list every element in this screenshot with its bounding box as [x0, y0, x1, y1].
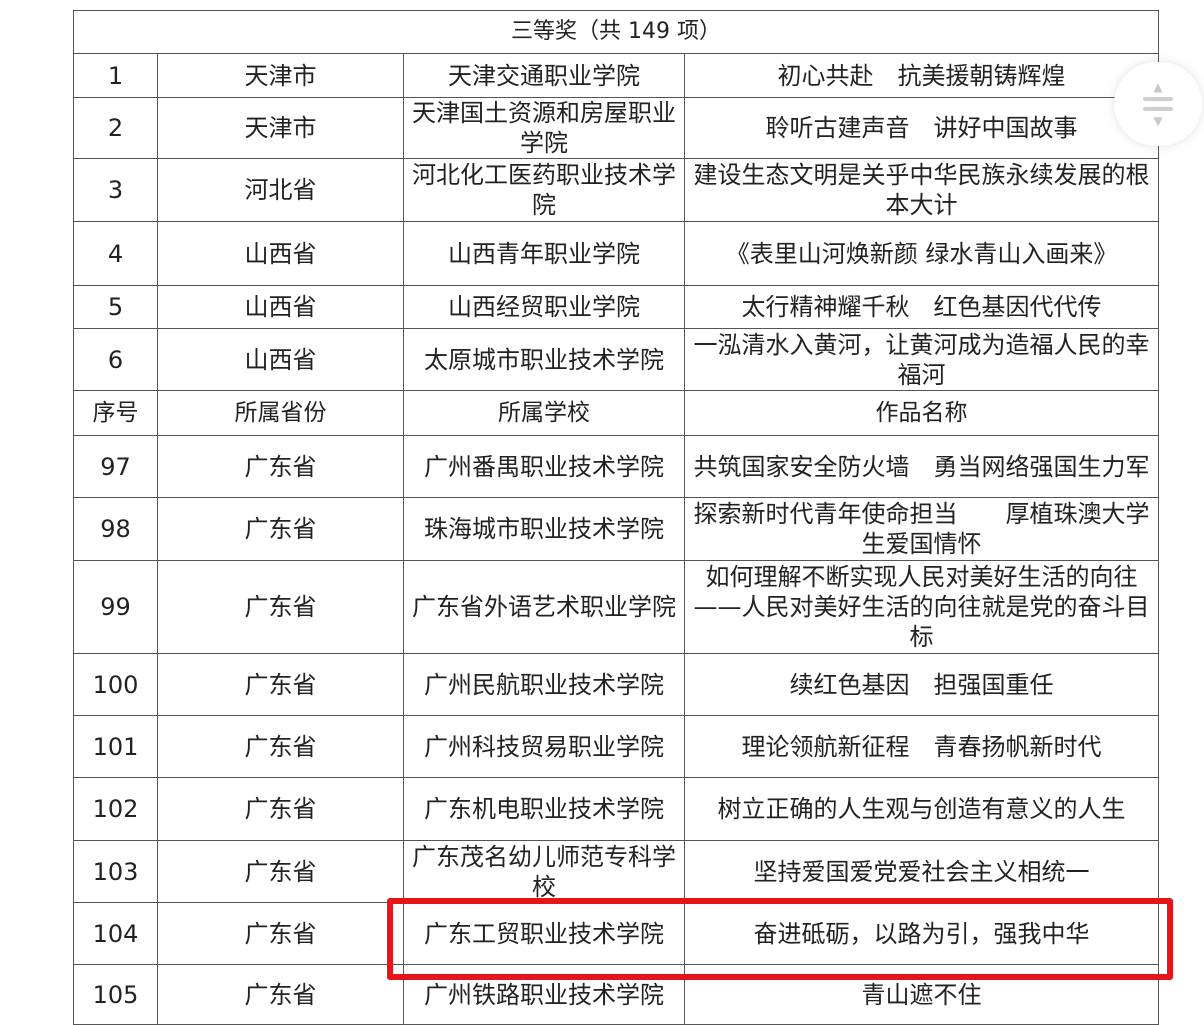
table-row: 100 广东省 广州民航职业技术学院 续红色基因 担强国重任 [73, 653, 1160, 716]
cell-no: 99 [73, 560, 158, 654]
cell-work: 《表里山河焕新颜 绿水青山入画来》 [683, 221, 1160, 286]
cell-work: 太行精神耀千秋 红色基因代代传 [683, 285, 1160, 329]
table-row: 97 广东省 广州番禺职业技术学院 共筑国家安全防火墙 勇当网络强国生力军 [73, 435, 1160, 498]
cell-school: 太原城市职业技术学院 [403, 328, 685, 391]
cell-school: 天津交通职业学院 [403, 53, 685, 98]
table-row: 98 广东省 珠海城市职业技术学院 探索新时代青年使命担当 厚植珠澳大学生爱国情怀 [73, 497, 1160, 561]
cell-school: 广州科技贸易职业学院 [403, 715, 685, 778]
arrow-up-icon: ▲ [1153, 80, 1163, 94]
table-row: 3 河北省 河北化工医药职业技术学院 建设生态文明是关乎中华民族永续发展的根本大计 [73, 158, 1160, 222]
cell-work: 建设生态文明是关乎中华民族永续发展的根本大计 [683, 158, 1160, 222]
table-row: 103 广东省 广东茂名幼儿师范专科学校 坚持爱国爱党爱社会主义相统一 [73, 840, 1160, 903]
cell-no: 100 [73, 653, 158, 716]
cell-work: 探索新时代青年使命担当 厚植珠澳大学生爱国情怀 [683, 497, 1160, 561]
cell-province: 山西省 [157, 221, 404, 286]
cell-work: 树立正确的人生观与创造有意义的人生 [683, 777, 1160, 841]
table-title: 三等奖（共 149 项） [72, 10, 1160, 54]
cell-province: 广东省 [157, 902, 404, 965]
cell-province: 广东省 [157, 964, 404, 1025]
cell-no: 105 [73, 964, 158, 1025]
cell-school: 山西青年职业学院 [403, 221, 685, 286]
scroll-handle-icon [1143, 107, 1173, 111]
cell-province: 广东省 [157, 840, 404, 903]
cell-province: 山西省 [157, 285, 404, 329]
cell-province: 山西省 [157, 328, 404, 391]
cell-no: 103 [73, 840, 158, 903]
scroll-button[interactable]: ▲ ▼ [1114, 62, 1202, 146]
cell-province: 河北省 [157, 158, 404, 222]
cell-no: 序号 [73, 390, 158, 436]
cell-school: 珠海城市职业技术学院 [403, 497, 685, 561]
table-row: 99 广东省 广东省外语艺术职业学院 如何理解不断实现人民对美好生活的向往——人民对美… [73, 560, 1160, 654]
cell-school: 广州铁路职业技术学院 [403, 964, 685, 1025]
cell-no: 102 [73, 777, 158, 841]
table-row: 102 广东省 广东机电职业技术学院 树立正确的人生观与创造有意义的人生 [73, 777, 1160, 841]
cell-no: 1 [73, 53, 158, 98]
table-title-row: 三等奖（共 149 项） [72, 10, 1160, 54]
cell-no: 3 [73, 158, 158, 222]
cell-school: 广州番禺职业技术学院 [403, 435, 685, 498]
cell-no: 6 [73, 328, 158, 391]
cell-work: 一泓清水入黄河，让黄河成为造福人民的幸福河 [683, 328, 1160, 391]
cell-school: 广东工贸职业技术学院 [403, 902, 685, 965]
cell-work: 聆听古建声音 讲好中国故事 [683, 97, 1160, 159]
cell-no: 101 [73, 715, 158, 778]
table-row: 105 广东省 广州铁路职业技术学院 青山遮不住 [73, 964, 1160, 1025]
cell-work: 如何理解不断实现人民对美好生活的向往——人民对美好生活的向往就是党的奋斗目标 [683, 560, 1160, 654]
table-row: 6 山西省 太原城市职业技术学院 一泓清水入黄河，让黄河成为造福人民的幸福河 [73, 328, 1160, 391]
cell-work: 初心共赴 抗美援朝铸辉煌 [683, 53, 1160, 98]
table-row: 2 天津市 天津国土资源和房屋职业学院 聆听古建声音 讲好中国故事 [73, 97, 1160, 159]
table-row: 1 天津市 天津交通职业学院 初心共赴 抗美援朝铸辉煌 [73, 53, 1160, 98]
cell-province: 广东省 [157, 653, 404, 716]
cell-province: 广东省 [157, 715, 404, 778]
scroll-handle-icon [1143, 97, 1173, 101]
cell-work: 青山遮不住 [683, 964, 1160, 1025]
cell-no: 4 [73, 221, 158, 286]
table-header-row: 序号 所属省份 所属学校 作品名称 [73, 390, 1160, 436]
cell-school: 广东机电职业技术学院 [403, 777, 685, 841]
cell-school: 广州民航职业技术学院 [403, 653, 685, 716]
cell-no: 98 [73, 497, 158, 561]
table-row: 4 山西省 山西青年职业学院 《表里山河焕新颜 绿水青山入画来》 [73, 221, 1160, 286]
cell-work: 共筑国家安全防火墙 勇当网络强国生力军 [683, 435, 1160, 498]
cell-province: 广东省 [157, 435, 404, 498]
cell-school: 河北化工医药职业技术学院 [403, 158, 685, 222]
table-row: 101 广东省 广州科技贸易职业学院 理论领航新征程 青春扬帆新时代 [73, 715, 1160, 778]
cell-no: 5 [73, 285, 158, 329]
cell-no: 97 [73, 435, 158, 498]
awards-table: 三等奖（共 149 项） 1 天津市 天津交通职业学院 初心共赴 抗美援朝铸辉煌 2 天津… [72, 10, 1160, 1025]
table-row: 5 山西省 山西经贸职业学院 太行精神耀千秋 红色基因代代传 [73, 285, 1160, 329]
cell-no: 2 [73, 97, 158, 159]
cell-work: 续红色基因 担强国重任 [683, 653, 1160, 716]
cell-school: 广东茂名幼儿师范专科学校 [403, 840, 685, 903]
cell-work: 作品名称 [683, 390, 1160, 436]
cell-work: 奋进砥砺，以路为引，强我中华 [683, 902, 1160, 965]
cell-school: 山西经贸职业学院 [403, 285, 685, 329]
table-row: 104 广东省 广东工贸职业技术学院 奋进砥砺，以路为引，强我中华 [73, 902, 1160, 965]
cell-school: 天津国土资源和房屋职业学院 [403, 97, 685, 159]
cell-no: 104 [73, 902, 158, 965]
cell-school: 广东省外语艺术职业学院 [403, 560, 685, 654]
cell-province: 天津市 [157, 97, 404, 159]
cell-work: 坚持爱国爱党爱社会主义相统一 [683, 840, 1160, 903]
cell-province: 广东省 [157, 777, 404, 841]
cell-province: 天津市 [157, 53, 404, 98]
cell-work: 理论领航新征程 青春扬帆新时代 [683, 715, 1160, 778]
cell-school: 所属学校 [403, 390, 685, 436]
arrow-down-icon: ▼ [1153, 114, 1163, 128]
cell-province: 广东省 [157, 560, 404, 654]
cell-province: 广东省 [157, 497, 404, 561]
cell-province: 所属省份 [157, 390, 404, 436]
